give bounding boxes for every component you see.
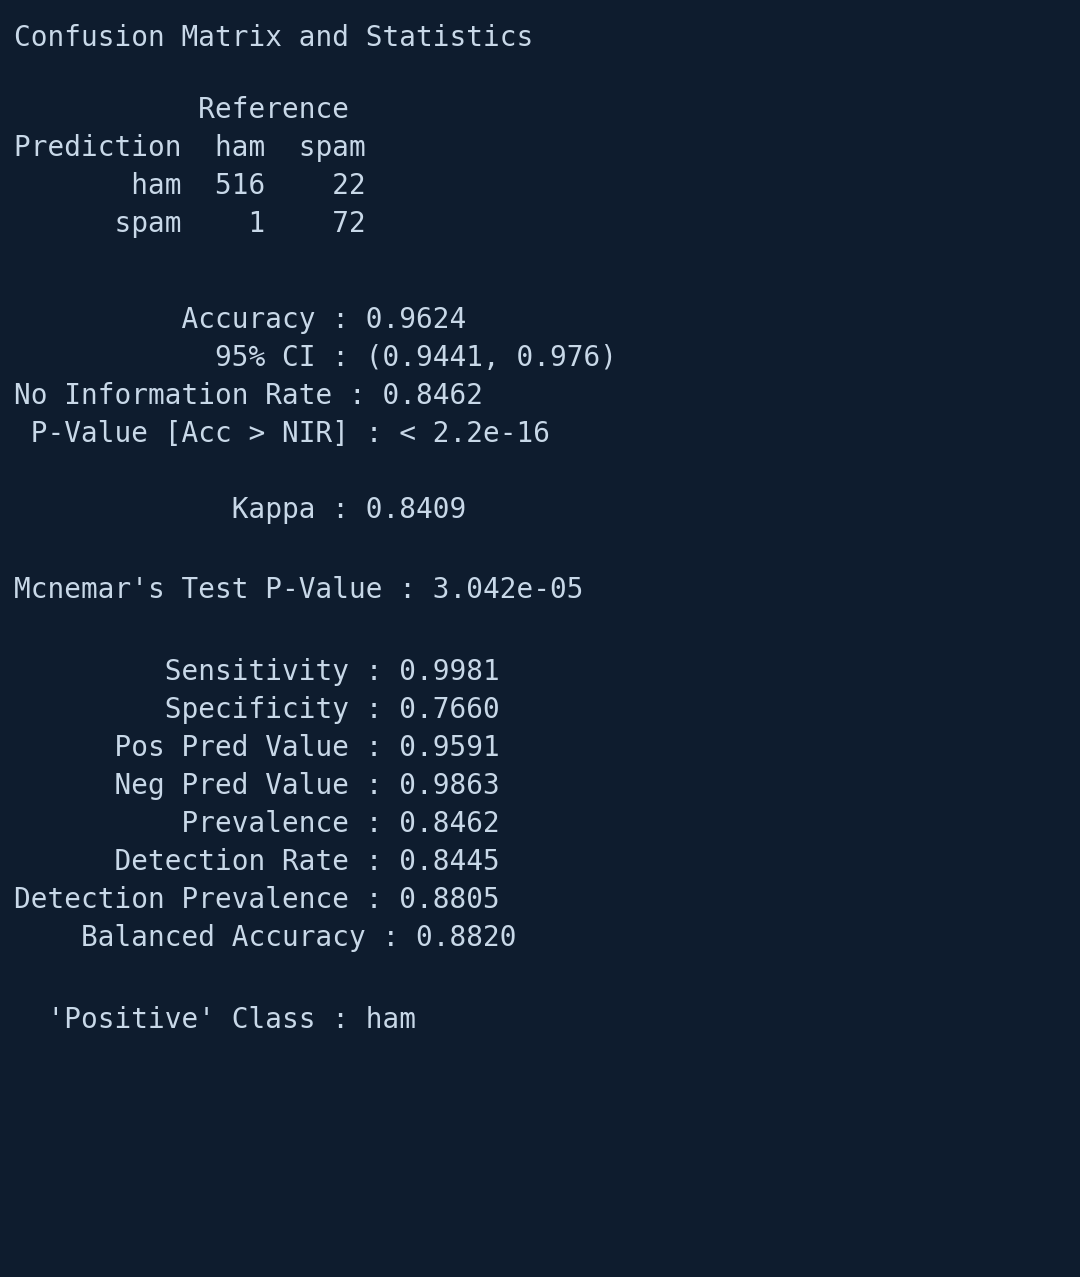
Text: Prediction  ham  spam: Prediction ham spam bbox=[14, 134, 366, 162]
Text: P-Value [Acc > NIR] : < 2.2e-16: P-Value [Acc > NIR] : < 2.2e-16 bbox=[14, 420, 550, 448]
Text: Balanced Accuracy : 0.8820: Balanced Accuracy : 0.8820 bbox=[14, 925, 516, 951]
Text: Neg Pred Value : 0.9863: Neg Pred Value : 0.9863 bbox=[14, 773, 500, 799]
Text: Sensitivity : 0.9981: Sensitivity : 0.9981 bbox=[14, 658, 500, 686]
Text: Prevalence : 0.8462: Prevalence : 0.8462 bbox=[14, 810, 500, 838]
Text: 'Positive' Class : ham: 'Positive' Class : ham bbox=[14, 1006, 416, 1034]
Text: No Information Rate : 0.8462: No Information Rate : 0.8462 bbox=[14, 382, 483, 410]
Text: Accuracy : 0.9624: Accuracy : 0.9624 bbox=[14, 306, 467, 335]
Text: Pos Pred Value : 0.9591: Pos Pred Value : 0.9591 bbox=[14, 734, 500, 762]
Text: ham  516    22: ham 516 22 bbox=[14, 172, 366, 200]
Text: Detection Rate : 0.8445: Detection Rate : 0.8445 bbox=[14, 848, 500, 876]
Text: Reference: Reference bbox=[14, 96, 349, 124]
Text: Kappa : 0.8409: Kappa : 0.8409 bbox=[14, 495, 467, 524]
Text: 95% CI : (0.9441, 0.976): 95% CI : (0.9441, 0.976) bbox=[14, 344, 617, 372]
Text: Mcnemar's Test P-Value : 3.042e-05: Mcnemar's Test P-Value : 3.042e-05 bbox=[14, 576, 583, 604]
Text: Specificity : 0.7660: Specificity : 0.7660 bbox=[14, 696, 500, 724]
Text: Confusion Matrix and Statistics: Confusion Matrix and Statistics bbox=[14, 24, 534, 52]
Text: spam    1    72: spam 1 72 bbox=[14, 209, 366, 238]
Text: Detection Prevalence : 0.8805: Detection Prevalence : 0.8805 bbox=[14, 886, 500, 914]
